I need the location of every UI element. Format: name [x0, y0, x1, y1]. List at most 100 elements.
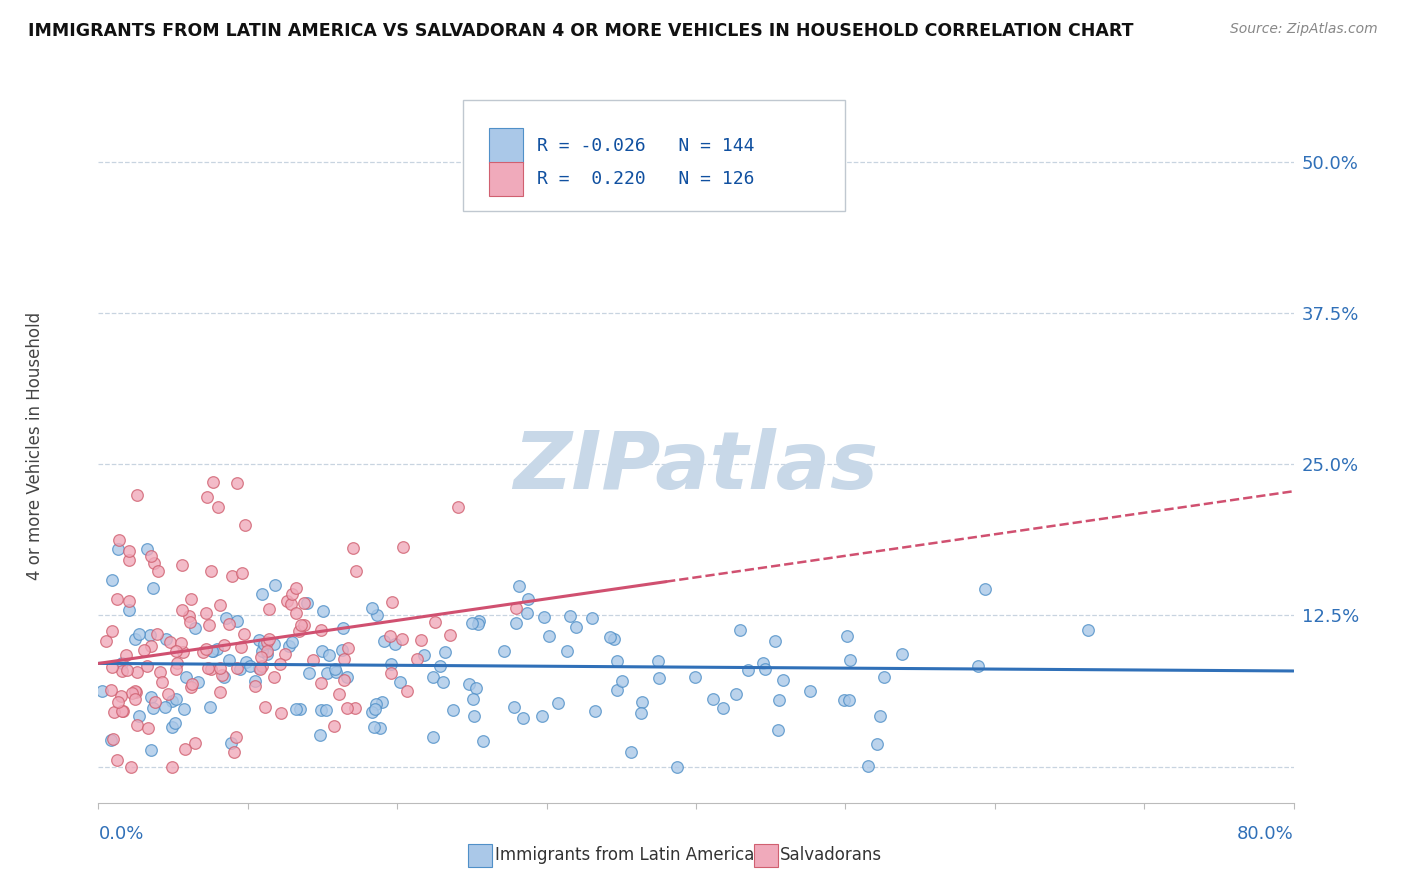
Point	[146, 564, 169, 578]
Point	[270, 706, 292, 720]
Point	[302, 652, 325, 666]
Point	[1077, 623, 1099, 637]
Text: ZIPatlas: ZIPatlas	[513, 428, 879, 507]
Point	[100, 732, 122, 747]
Point	[253, 637, 276, 651]
Point	[165, 644, 187, 658]
Point	[344, 564, 367, 578]
Point	[323, 661, 346, 675]
Point	[728, 623, 751, 637]
Point	[360, 705, 382, 719]
Point	[125, 488, 148, 502]
Point	[159, 635, 181, 649]
Point	[143, 696, 166, 710]
Point	[380, 666, 402, 681]
Point	[184, 621, 207, 635]
Point	[100, 683, 122, 698]
Point	[467, 617, 489, 632]
Point	[560, 608, 582, 623]
Point	[391, 632, 413, 646]
Point	[101, 660, 124, 674]
Point	[170, 558, 193, 573]
Point	[439, 628, 461, 642]
Point	[606, 655, 628, 669]
Point	[120, 759, 142, 773]
Point	[311, 676, 333, 690]
Point	[381, 595, 404, 609]
Point	[457, 677, 479, 691]
Point	[512, 711, 534, 725]
Point	[197, 618, 219, 632]
Point	[128, 627, 150, 641]
Point	[170, 603, 193, 617]
Point	[280, 597, 302, 611]
Point	[606, 683, 628, 698]
Point	[254, 700, 277, 714]
Point	[869, 709, 891, 723]
Point	[647, 654, 669, 668]
Text: 0.0%: 0.0%	[98, 825, 143, 843]
Point	[179, 615, 201, 630]
Point	[441, 702, 464, 716]
Point	[837, 629, 859, 643]
Point	[256, 644, 278, 658]
Point	[505, 601, 527, 615]
Point	[124, 683, 146, 698]
Text: Salvadorans: Salvadorans	[780, 847, 883, 864]
Point	[118, 602, 141, 616]
Point	[162, 720, 184, 734]
Point	[832, 692, 855, 706]
Point	[388, 674, 411, 689]
Point	[890, 647, 912, 661]
Point	[873, 670, 896, 684]
Point	[249, 662, 271, 676]
Point	[143, 556, 166, 570]
Point	[838, 693, 860, 707]
Text: R =  0.220   N = 126: R = 0.220 N = 126	[537, 170, 755, 188]
Point	[330, 643, 353, 657]
Point	[127, 665, 149, 680]
Point	[256, 634, 278, 648]
Point	[630, 706, 652, 720]
Point	[250, 587, 273, 601]
Point	[768, 692, 790, 706]
Point	[631, 694, 654, 708]
Point	[134, 643, 156, 657]
Point	[467, 614, 489, 628]
Point	[277, 639, 299, 653]
Text: Source: ZipAtlas.com: Source: ZipAtlas.com	[1230, 22, 1378, 37]
Point	[225, 661, 247, 675]
Point	[247, 633, 270, 648]
Point	[620, 745, 643, 759]
Point	[725, 687, 748, 701]
Point	[328, 687, 350, 701]
Point	[612, 674, 634, 689]
Point	[181, 677, 204, 691]
FancyBboxPatch shape	[489, 162, 523, 196]
Point	[195, 490, 218, 504]
Point	[396, 683, 419, 698]
Point	[343, 701, 366, 715]
Point	[276, 594, 298, 608]
Point	[243, 679, 266, 693]
Point	[384, 637, 406, 651]
Point	[583, 704, 606, 718]
Point	[208, 661, 231, 675]
Point	[264, 577, 287, 591]
Point	[165, 715, 187, 730]
Point	[263, 670, 285, 684]
Text: Immigrants from Latin America: Immigrants from Latin America	[495, 847, 754, 864]
Point	[323, 719, 346, 733]
Point	[378, 629, 401, 643]
Point	[118, 593, 141, 607]
Point	[155, 699, 177, 714]
Point	[967, 659, 990, 673]
Point	[214, 638, 236, 652]
Point	[508, 579, 530, 593]
Text: 80.0%: 80.0%	[1237, 825, 1294, 843]
Point	[219, 736, 242, 750]
Point	[155, 632, 177, 646]
Point	[139, 549, 162, 564]
Point	[360, 601, 382, 615]
Point	[333, 652, 356, 666]
